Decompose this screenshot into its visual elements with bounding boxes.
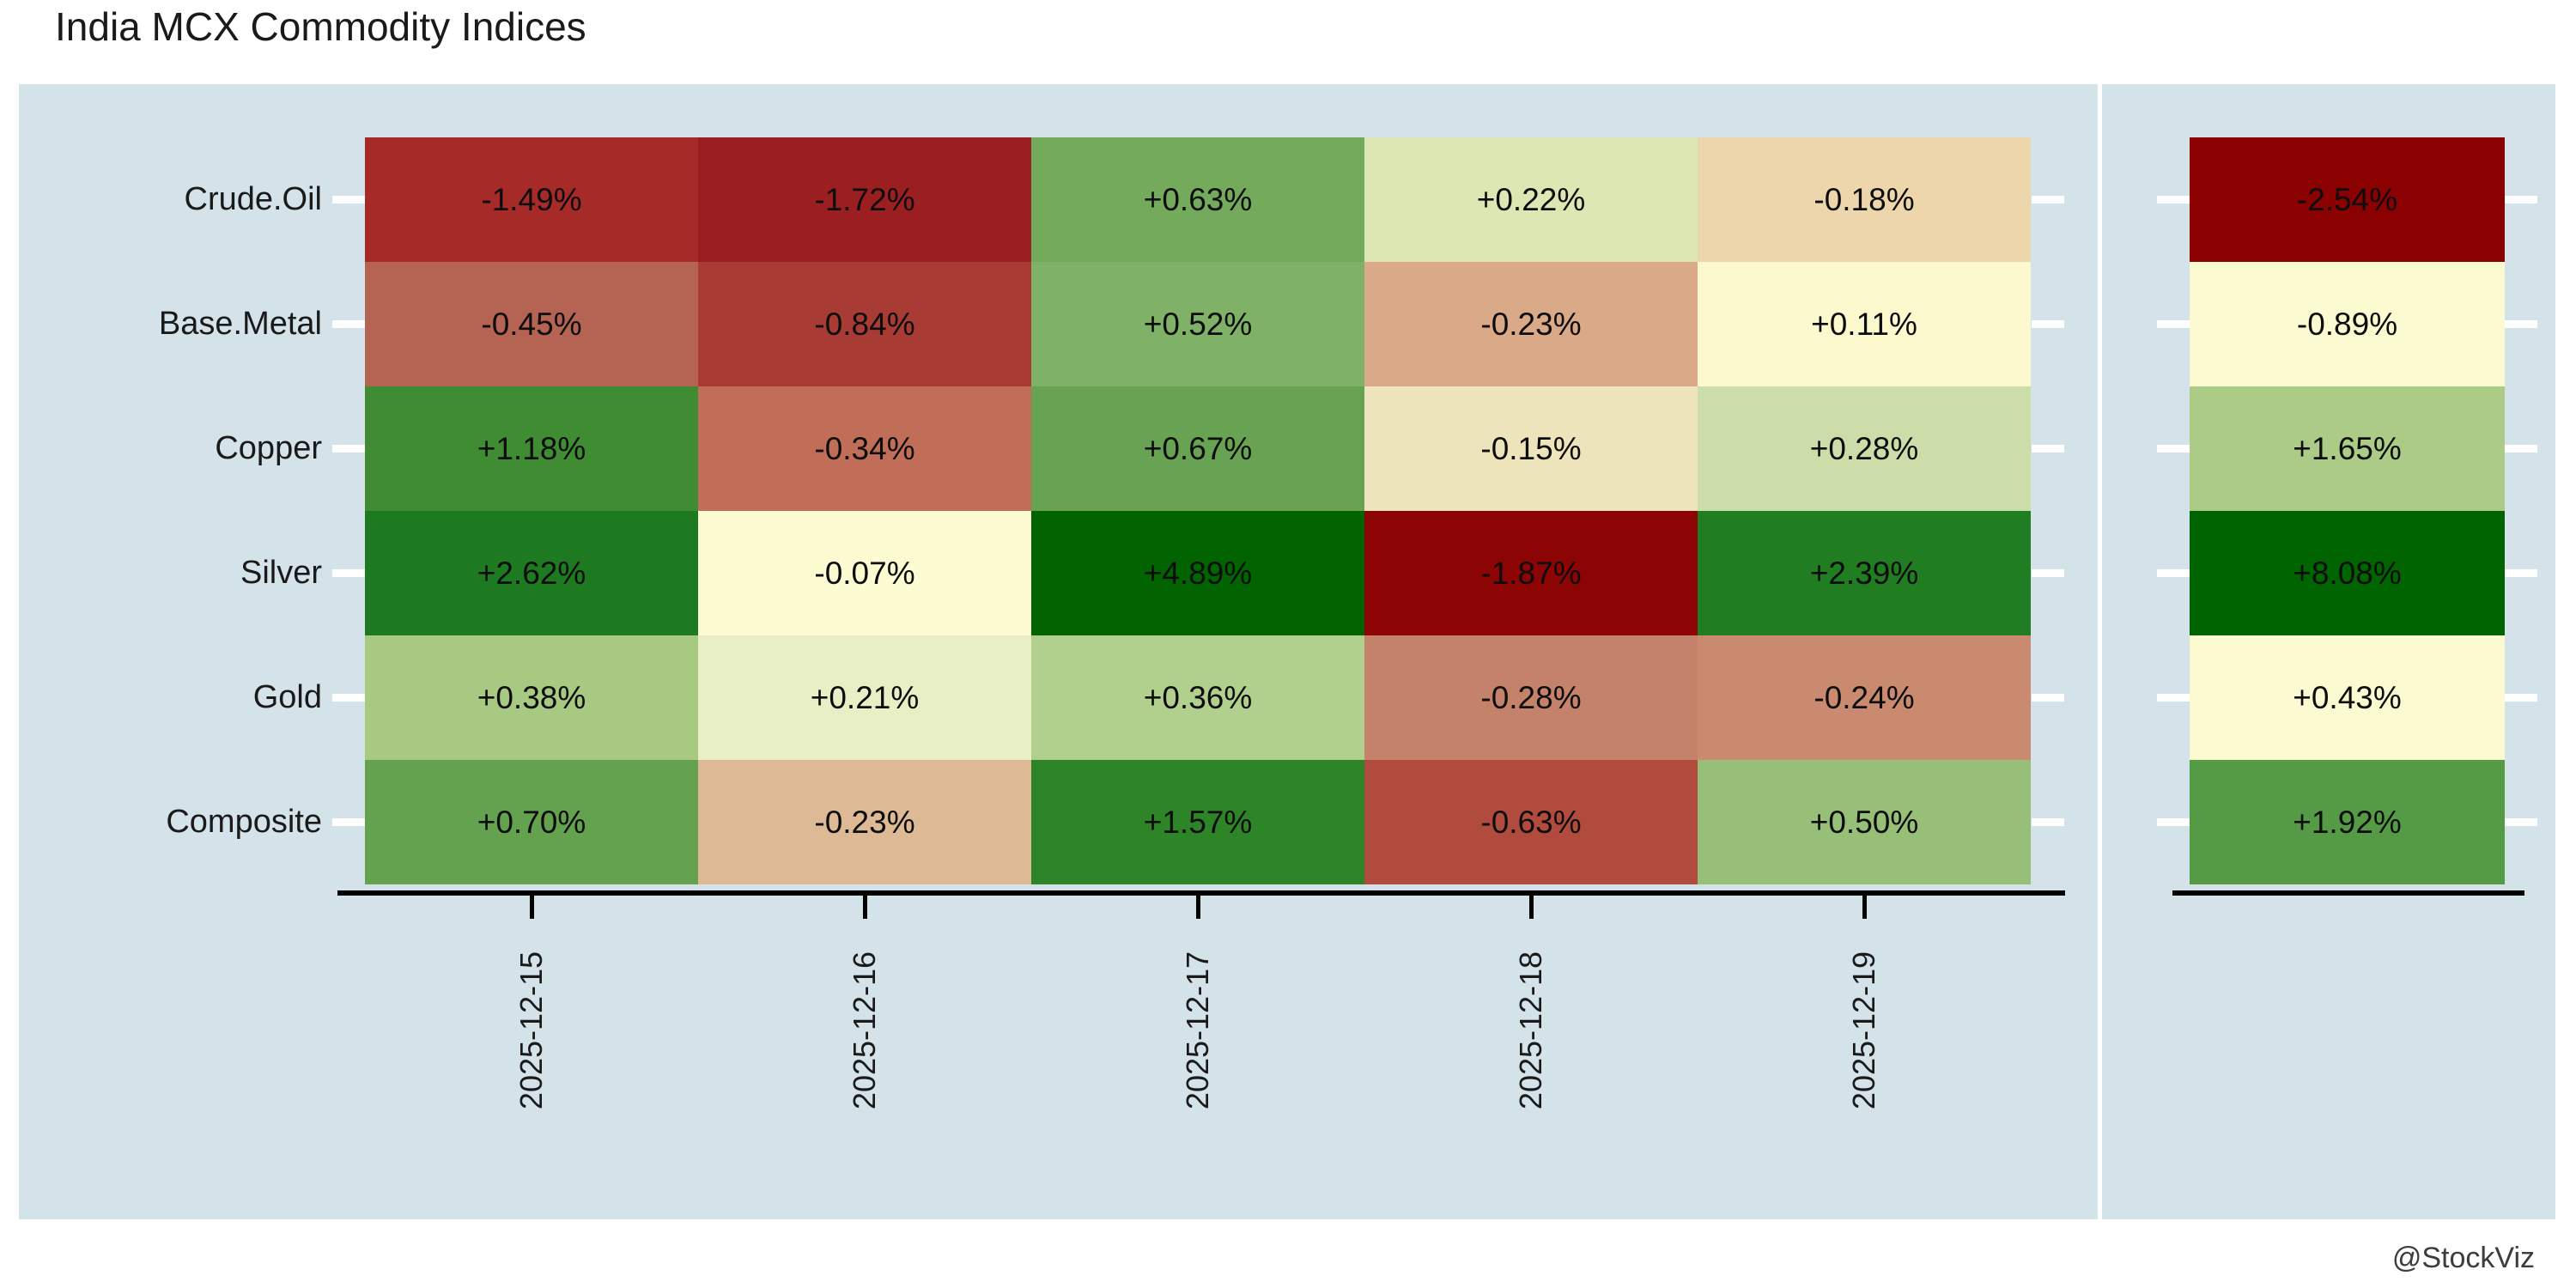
row-tick — [2505, 320, 2537, 328]
row-label: Base.Metal — [158, 306, 322, 342]
row-tick — [2505, 569, 2537, 577]
x-axis-tick — [1528, 896, 1534, 919]
x-axis-label: 2025-12-17 — [1180, 951, 1215, 1110]
heatmap-cell: +1.57% — [1031, 760, 1364, 884]
row-tick — [2032, 694, 2064, 702]
row-tick — [2032, 445, 2064, 453]
x-axis-label: 2025-12-19 — [1846, 951, 1881, 1110]
row-tick — [2032, 196, 2064, 204]
row-label: Copper — [215, 430, 322, 466]
row-tick — [2032, 818, 2064, 826]
heatmap-cell: +1.18% — [365, 386, 698, 511]
x-axis-tick — [1862, 896, 1867, 919]
heatmap-cell: +0.22% — [1364, 137, 1698, 262]
heatmap-cell: -0.18% — [1698, 137, 2031, 262]
cumulative-cell: -0.89% — [2190, 262, 2505, 386]
heatmap-cell: +0.28% — [1698, 386, 2031, 511]
row-tick — [2505, 196, 2537, 204]
row-tick — [332, 445, 365, 453]
row-tick — [332, 320, 365, 328]
heatmap-cell: -1.49% — [365, 137, 698, 262]
heatmap-cell: +0.36% — [1031, 635, 1364, 760]
cumulative-cell: -2.54% — [2190, 137, 2505, 262]
row-tick — [2157, 569, 2190, 577]
heatmap-cell: +0.50% — [1698, 760, 2031, 884]
heatmap-cell: -0.15% — [1364, 386, 1698, 511]
heatmap-cell: -0.63% — [1364, 760, 1698, 884]
heatmap-cell: -0.84% — [698, 262, 1031, 386]
row-tick — [2157, 320, 2190, 328]
row-tick — [332, 569, 365, 577]
x-axis-tick — [529, 896, 534, 919]
x-axis-label: 2025-12-15 — [513, 951, 549, 1110]
facet-divider — [2098, 84, 2102, 1219]
x-axis-line-main — [337, 890, 2065, 896]
heatmap-cell: +0.70% — [365, 760, 698, 884]
heatmap-cell: +4.89% — [1031, 511, 1364, 635]
row-tick — [2157, 445, 2190, 453]
row-label: Composite — [166, 804, 322, 840]
heatmap-cell: -0.34% — [698, 386, 1031, 511]
heatmap-cell: +0.67% — [1031, 386, 1364, 511]
heatmap-cell: -0.45% — [365, 262, 698, 386]
heatmap-cell: +0.38% — [365, 635, 698, 760]
x-axis-tick — [1195, 896, 1200, 919]
chart-title: India MCX Commodity Indices — [55, 4, 586, 49]
heatmap-cell: +2.62% — [365, 511, 698, 635]
heatmap-cell: -0.23% — [698, 760, 1031, 884]
row-tick — [2032, 569, 2064, 577]
heatmap-cell: -0.28% — [1364, 635, 1698, 760]
row-tick — [2157, 694, 2190, 702]
heatmap-cell: -1.72% — [698, 137, 1031, 262]
row-tick — [2157, 818, 2190, 826]
row-tick — [332, 196, 365, 204]
heatmap-cell: -0.24% — [1698, 635, 2031, 760]
row-tick — [2032, 320, 2064, 328]
heatmap-cell: -0.23% — [1364, 262, 1698, 386]
row-label: Silver — [240, 555, 322, 591]
cumulative-cell: +8.08% — [2190, 511, 2505, 635]
row-tick — [332, 818, 365, 826]
x-axis-line-cumulative — [2172, 890, 2524, 896]
cumulative-cell: +0.43% — [2190, 635, 2505, 760]
cumulative-cell: +1.92% — [2190, 760, 2505, 884]
heatmap-cell: -0.07% — [698, 511, 1031, 635]
row-tick — [2157, 196, 2190, 204]
heatmap-cell: +0.21% — [698, 635, 1031, 760]
watermark: @StockViz — [2391, 1242, 2535, 1274]
heatmap-cell: -1.87% — [1364, 511, 1698, 635]
row-tick — [2505, 694, 2537, 702]
cumulative-cell: +1.65% — [2190, 386, 2505, 511]
x-axis-label: 2025-12-16 — [847, 951, 882, 1110]
row-tick — [2505, 445, 2537, 453]
row-label: Gold — [252, 679, 322, 715]
row-tick — [332, 694, 365, 702]
row-tick — [2505, 818, 2537, 826]
heatmap-cell: +0.11% — [1698, 262, 2031, 386]
heatmap-cell: +2.39% — [1698, 511, 2031, 635]
x-axis-tick — [862, 896, 867, 919]
heatmap-cell: +0.52% — [1031, 262, 1364, 386]
x-axis-label: 2025-12-18 — [1513, 951, 1548, 1110]
row-label: Crude.Oil — [184, 181, 323, 217]
heatmap-cell: +0.63% — [1031, 137, 1364, 262]
